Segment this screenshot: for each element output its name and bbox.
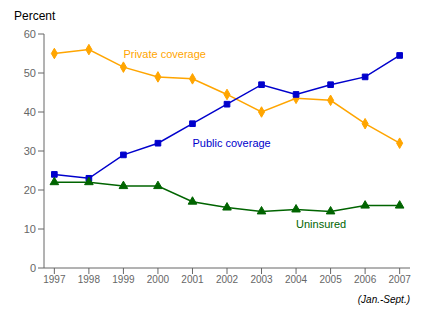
svg-text:Private coverage: Private coverage — [123, 48, 206, 60]
svg-text:40: 40 — [24, 106, 36, 118]
svg-text:50: 50 — [24, 67, 36, 79]
svg-text:2007: 2007 — [389, 274, 412, 285]
svg-text:30: 30 — [24, 145, 36, 157]
svg-text:Uninsured: Uninsured — [296, 218, 346, 230]
svg-text:20: 20 — [24, 184, 36, 196]
svg-text:1997: 1997 — [43, 274, 66, 285]
svg-text:0: 0 — [30, 262, 36, 274]
html-text:Percent: Percent — [14, 9, 56, 23]
svg-text:2000: 2000 — [147, 274, 170, 285]
svg-text:2006: 2006 — [354, 274, 377, 285]
svg-text:1998: 1998 — [78, 274, 101, 285]
svg-text:1999: 1999 — [112, 274, 135, 285]
svg-text:2002: 2002 — [216, 274, 239, 285]
svg-text:2004: 2004 — [285, 274, 308, 285]
svg-text:2005: 2005 — [319, 274, 342, 285]
svg-text:60: 60 — [24, 28, 36, 40]
html-text:(Jan.-Sept.): (Jan.-Sept.) — [357, 294, 410, 305]
svg-text:2003: 2003 — [250, 274, 273, 285]
svg-text:Public coverage: Public coverage — [192, 137, 270, 149]
svg-text:10: 10 — [24, 223, 36, 235]
svg-text:2001: 2001 — [181, 274, 204, 285]
